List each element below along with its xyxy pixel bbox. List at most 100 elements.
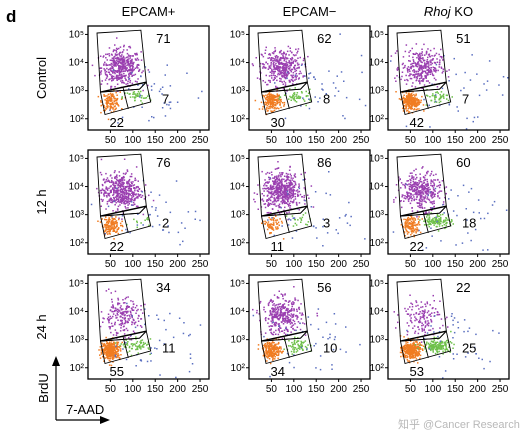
event-dot xyxy=(360,54,363,57)
event-dot xyxy=(113,192,115,194)
event-dot xyxy=(432,68,435,71)
event-dot xyxy=(118,78,120,81)
event-dot xyxy=(115,356,117,359)
event-dot xyxy=(119,71,121,73)
event-dot xyxy=(410,225,413,228)
event-dot xyxy=(430,227,432,229)
event-dot xyxy=(280,187,282,189)
event-dot xyxy=(124,310,127,313)
event-dot xyxy=(182,332,185,335)
event-dot xyxy=(118,302,121,305)
event-dot xyxy=(440,240,442,242)
event-dot xyxy=(132,318,135,321)
event-dot xyxy=(108,199,110,201)
event-dot xyxy=(138,92,141,94)
event-dot xyxy=(266,200,268,202)
event-dot xyxy=(306,194,309,196)
event-dot xyxy=(414,105,416,108)
event-dot xyxy=(407,180,410,182)
event-dot xyxy=(267,103,270,106)
event-dot xyxy=(178,317,181,319)
event-dot xyxy=(411,221,414,224)
event-dot xyxy=(290,177,292,179)
event-dot xyxy=(114,342,117,344)
event-dot xyxy=(291,57,294,60)
event-dot xyxy=(410,95,412,98)
event-dot xyxy=(290,64,292,66)
y-tick-label: 10³ xyxy=(70,210,85,221)
event-dot xyxy=(107,100,109,102)
event-dot xyxy=(297,96,299,98)
event-dot xyxy=(168,104,170,106)
event-dot xyxy=(127,194,130,197)
event-dot xyxy=(121,193,123,196)
event-dot xyxy=(273,203,276,206)
event-dot xyxy=(430,220,433,222)
event-dot xyxy=(116,174,118,176)
event-dot xyxy=(165,328,167,331)
event-dot xyxy=(442,94,444,97)
event-dot xyxy=(272,60,274,62)
event-dot xyxy=(486,80,489,82)
event-dot xyxy=(135,194,137,196)
event-dot xyxy=(131,316,133,319)
event-dot xyxy=(136,346,138,348)
event-dot xyxy=(413,71,416,74)
event-dot xyxy=(112,356,115,358)
event-dot xyxy=(119,77,122,80)
event-dot xyxy=(130,60,133,62)
event-dot xyxy=(279,73,281,75)
event-dot xyxy=(115,175,118,177)
event-dot xyxy=(411,207,413,209)
event-dot xyxy=(108,359,111,362)
event-dot xyxy=(399,178,401,180)
event-dot xyxy=(128,180,130,182)
event-dot xyxy=(430,64,432,66)
event-dot xyxy=(129,81,131,84)
event-dot xyxy=(392,231,395,233)
event-dot xyxy=(107,205,110,208)
event-dot xyxy=(263,95,265,97)
event-dot xyxy=(272,52,275,55)
event-dot xyxy=(274,102,277,104)
event-dot xyxy=(283,72,285,74)
event-dot xyxy=(428,71,431,73)
event-dot xyxy=(397,66,399,69)
y-tick-label: 10⁴ xyxy=(69,307,84,318)
x-tick-label: 50 xyxy=(405,259,417,270)
event-dot xyxy=(348,201,350,204)
event-dot xyxy=(112,95,115,98)
event-dot xyxy=(413,65,415,68)
event-dot xyxy=(445,94,448,96)
event-dot xyxy=(313,76,315,78)
event-dot xyxy=(151,116,153,118)
event-dot xyxy=(123,193,126,196)
event-dot xyxy=(105,336,107,339)
event-dot xyxy=(122,225,124,228)
event-dot xyxy=(135,365,137,367)
event-dot xyxy=(118,60,120,63)
event-dot xyxy=(416,182,419,184)
y-tick-label: 10² xyxy=(70,363,85,374)
event-dot xyxy=(158,339,161,342)
pct-brdu-low-left: 22 xyxy=(110,239,124,254)
event-dot xyxy=(278,194,280,196)
event-dot xyxy=(435,91,437,94)
event-dot xyxy=(130,198,133,200)
event-dot xyxy=(277,72,280,75)
event-dot xyxy=(434,98,436,101)
event-dot xyxy=(112,57,115,60)
event-dot xyxy=(132,195,135,197)
event-dot xyxy=(438,99,440,101)
event-dot xyxy=(419,64,422,67)
event-dot xyxy=(410,215,412,217)
event-dot xyxy=(117,60,119,62)
event-dot xyxy=(414,75,416,77)
event-dot xyxy=(402,67,405,69)
event-dot xyxy=(145,97,148,99)
event-dot xyxy=(109,358,112,360)
event-dot xyxy=(123,176,125,178)
event-dot xyxy=(102,199,104,201)
event-dot xyxy=(113,343,116,345)
event-dot xyxy=(274,50,276,53)
